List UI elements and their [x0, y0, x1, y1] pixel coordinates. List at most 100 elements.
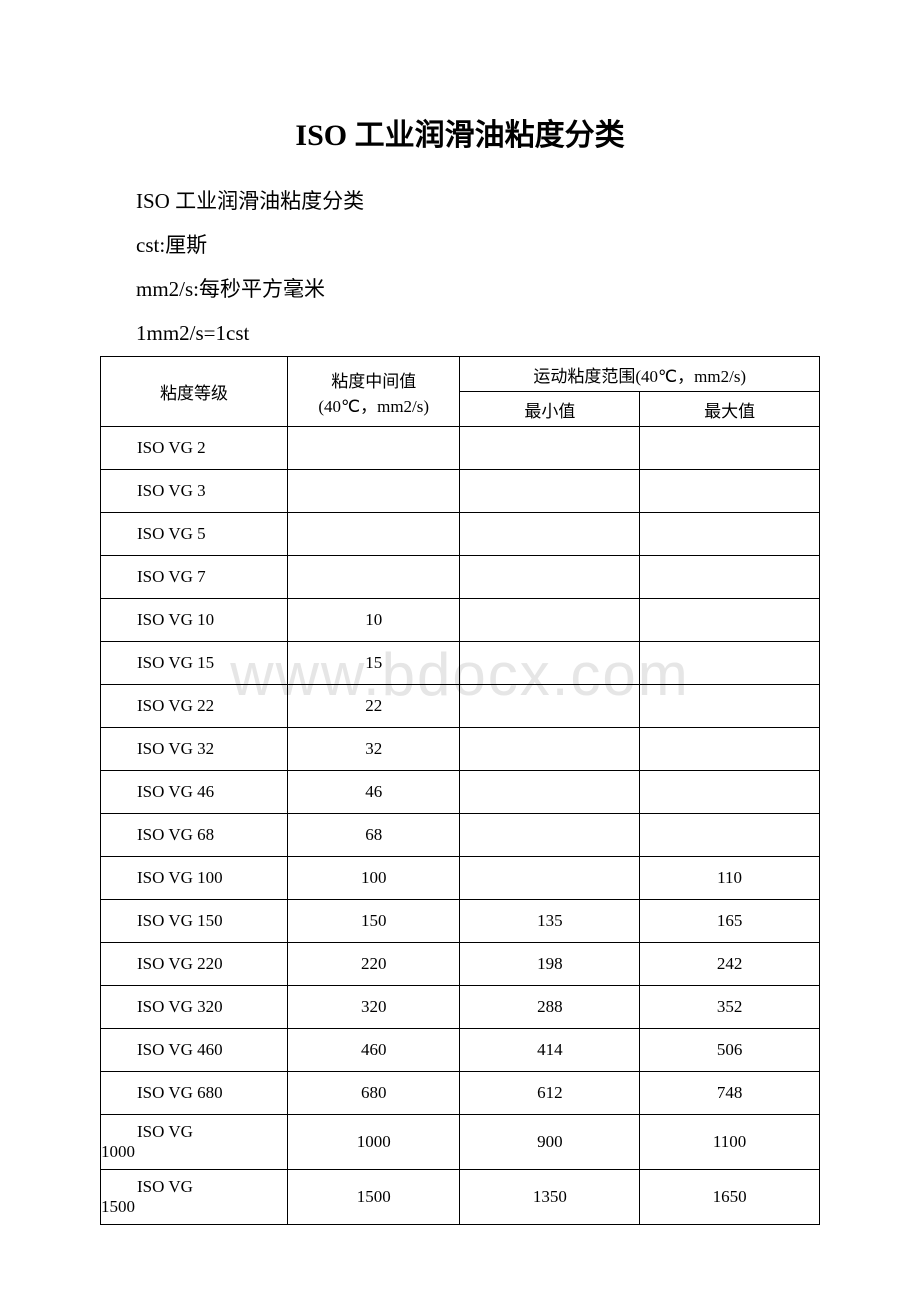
- cell-min: [460, 556, 640, 599]
- cell-grade: ISO VG 22: [101, 685, 288, 728]
- header-range: 运动粘度范围(40℃，mm2/s): [460, 357, 820, 392]
- cell-mid: 320: [287, 986, 460, 1029]
- table-row: ISO VG 1515: [101, 642, 820, 685]
- cell-min: 414: [460, 1029, 640, 1072]
- cell-min: 612: [460, 1072, 640, 1115]
- cell-max: 1650: [640, 1170, 820, 1225]
- cell-grade: ISO VG 15: [101, 642, 288, 685]
- cell-min: [460, 470, 640, 513]
- cell-min: 1350: [460, 1170, 640, 1225]
- cell-mid: 10: [287, 599, 460, 642]
- cell-max: [640, 427, 820, 470]
- cell-mid: 22: [287, 685, 460, 728]
- table-row: ISO VG 2: [101, 427, 820, 470]
- header-min: 最小值: [460, 392, 640, 427]
- cell-mid: 220: [287, 943, 460, 986]
- table-row: ISO VG 7: [101, 556, 820, 599]
- intro-cn: 每秒平方毫米: [199, 277, 325, 301]
- cell-min: [460, 857, 640, 900]
- cell-min: [460, 642, 640, 685]
- cell-mid: 150: [287, 900, 460, 943]
- table-row: ISO VG1500150013501650: [101, 1170, 820, 1225]
- intro-latin: 1mm2/s=1cst: [136, 321, 249, 345]
- cell-grade: ISO VG 320: [101, 986, 288, 1029]
- cell-mid: [287, 513, 460, 556]
- cell-max: [640, 771, 820, 814]
- cell-mid: 460: [287, 1029, 460, 1072]
- cell-mid: 46: [287, 771, 460, 814]
- cell-max: [640, 556, 820, 599]
- cell-mid: 32: [287, 728, 460, 771]
- cell-max: 1100: [640, 1115, 820, 1170]
- intro-line-1: cst:厘斯: [136, 224, 820, 266]
- cell-mid: 1500: [287, 1170, 460, 1225]
- cell-min: 900: [460, 1115, 640, 1170]
- page-title: ISO 工业润滑油粘度分类: [100, 110, 820, 154]
- table-body: ISO VG 2ISO VG 3ISO VG 5ISO VG 7ISO VG 1…: [101, 427, 820, 1225]
- cell-max: 110: [640, 857, 820, 900]
- cell-min: 288: [460, 986, 640, 1029]
- table-row: ISO VG 3232: [101, 728, 820, 771]
- cell-min: 198: [460, 943, 640, 986]
- cell-mid: 100: [287, 857, 460, 900]
- header-mid: 粘度中间值 (40℃，mm2/s): [287, 357, 460, 427]
- table-row: ISO VG 3: [101, 470, 820, 513]
- cell-grade: ISO VG 2: [101, 427, 288, 470]
- cell-max: 506: [640, 1029, 820, 1072]
- cell-grade: ISO VG 5: [101, 513, 288, 556]
- intro-latin: mm2/s:: [136, 277, 199, 301]
- cell-min: [460, 513, 640, 556]
- header-mid-unit: (40℃，mm2/s): [318, 397, 429, 416]
- viscosity-table: 粘度等级 粘度中间值 (40℃，mm2/s) 运动粘度范围(40℃，mm2/s)…: [100, 356, 820, 1225]
- cell-max: [640, 513, 820, 556]
- cell-grade: ISO VG 46: [101, 771, 288, 814]
- cell-min: [460, 814, 640, 857]
- table-row: ISO VG 6868: [101, 814, 820, 857]
- header-grade-text: 粘度等级: [160, 384, 228, 403]
- header-range-cn: 运动粘度范围: [533, 367, 635, 386]
- cell-grade: ISO VG 680: [101, 1072, 288, 1115]
- cell-grade: ISO VG 7: [101, 556, 288, 599]
- header-min-text: 最小值: [524, 402, 575, 421]
- table-row: ISO VG 460460414506: [101, 1029, 820, 1072]
- cell-grade: ISO VG 10: [101, 599, 288, 642]
- cell-max: [640, 814, 820, 857]
- cell-grade: ISO VG 150: [101, 900, 288, 943]
- cell-mid: 68: [287, 814, 460, 857]
- cell-grade: ISO VG 68: [101, 814, 288, 857]
- header-grade: 粘度等级: [101, 357, 288, 427]
- header-max-text: 最大值: [704, 402, 755, 421]
- cell-mid: 680: [287, 1072, 460, 1115]
- cell-min: 135: [460, 900, 640, 943]
- intro-line-3: 1mm2/s=1cst: [136, 312, 820, 354]
- cell-mid: 1000: [287, 1115, 460, 1170]
- cell-min: [460, 728, 640, 771]
- cell-mid: [287, 427, 460, 470]
- cell-mid: 15: [287, 642, 460, 685]
- intro-cn: 厘斯: [165, 233, 207, 257]
- cell-grade: ISO VG 100: [101, 857, 288, 900]
- table-row: ISO VG 320320288352: [101, 986, 820, 1029]
- cell-grade: ISO VG 32: [101, 728, 288, 771]
- title-cn: 工业润滑油粘度分类: [355, 119, 625, 152]
- table-row: ISO VG 2222: [101, 685, 820, 728]
- cell-grade: ISO VG 460: [101, 1029, 288, 1072]
- cell-max: [640, 685, 820, 728]
- cell-grade: ISO VG 3: [101, 470, 288, 513]
- cell-max: [640, 599, 820, 642]
- table-row: ISO VG100010009001100: [101, 1115, 820, 1170]
- cell-max: [640, 728, 820, 771]
- intro-latin: cst:: [136, 233, 165, 257]
- cell-max: 748: [640, 1072, 820, 1115]
- table-row: ISO VG 150150135165: [101, 900, 820, 943]
- cell-grade: ISO VG1000: [101, 1115, 288, 1170]
- table-row: ISO VG 680680612748: [101, 1072, 820, 1115]
- table-row: ISO VG 220220198242: [101, 943, 820, 986]
- cell-max: 352: [640, 986, 820, 1029]
- intro-line-2: mm2/s:每秒平方毫米: [136, 268, 820, 310]
- header-range-unit: (40℃，mm2/s): [635, 367, 746, 386]
- cell-max: [640, 642, 820, 685]
- cell-mid: [287, 556, 460, 599]
- header-max: 最大值: [640, 392, 820, 427]
- table-row: ISO VG 4646: [101, 771, 820, 814]
